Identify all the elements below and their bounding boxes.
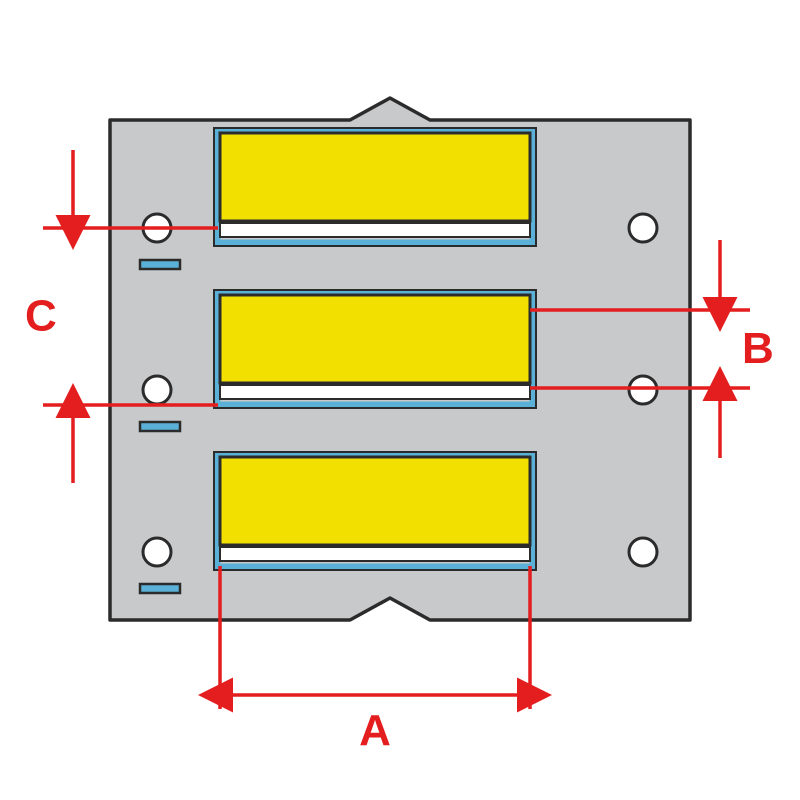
sleeve-body <box>220 457 530 545</box>
sleeve-inner-bar <box>220 385 530 399</box>
sleeve-2 <box>214 290 536 408</box>
sense-mark-2 <box>140 422 180 431</box>
sprocket-hole-left-2 <box>143 376 171 404</box>
sprocket-hole-right-3 <box>629 538 657 566</box>
sense-mark-1 <box>140 260 180 269</box>
dim-a-label: A <box>359 706 391 755</box>
sprocket-hole-right-1 <box>629 214 657 242</box>
sleeve-body <box>220 133 530 221</box>
sleeve-inner-bar <box>220 223 530 237</box>
sleeve-1 <box>214 128 536 246</box>
sprocket-hole-left-3 <box>143 538 171 566</box>
dim-b-label: B <box>742 324 774 373</box>
sense-mark-3 <box>140 584 180 593</box>
sleeve-inner-bar <box>220 547 530 561</box>
sleeve-3 <box>214 452 536 570</box>
sleeve-body <box>220 295 530 383</box>
sprocket-hole-right-2 <box>629 376 657 404</box>
dim-c-label: C <box>25 292 57 341</box>
diagram: A B C <box>0 0 800 800</box>
